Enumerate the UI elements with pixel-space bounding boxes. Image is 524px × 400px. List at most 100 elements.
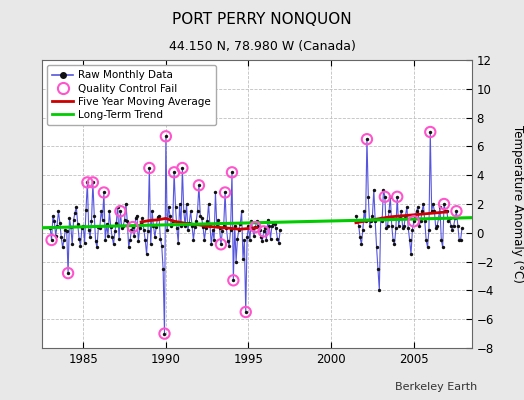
Point (145, 165, 154, 171)
Point (229, 277, 237, 284)
Point (110, 241, 118, 248)
Point (231, 222, 239, 229)
Point (421, 218, 429, 224)
Point (158, 242, 166, 249)
Point (82, 206, 90, 213)
Point (169, 218, 177, 224)
Point (152, 224, 160, 230)
Point (418, 208, 426, 214)
Point (57, 234, 66, 240)
Point (199, 224, 208, 230)
Point (114, 204, 122, 210)
Point (433, 222, 441, 229)
Point (187, 208, 195, 214)
Point (198, 215, 206, 222)
Point (384, 222, 392, 229)
Point (195, 182, 203, 188)
Point (121, 217, 129, 223)
Point (128, 224, 137, 230)
Point (174, 240, 182, 246)
Point (248, 225, 257, 232)
Point (456, 237, 465, 243)
Point (270, 221, 279, 227)
Point (116, 208, 125, 214)
Point (375, 287, 384, 294)
Point (412, 208, 421, 214)
Point (90, 212, 99, 219)
Point (222, 225, 231, 232)
Point (180, 208, 188, 214)
Point (123, 218, 132, 224)
Point (108, 234, 116, 240)
Point (251, 224, 259, 230)
Point (251, 224, 259, 230)
Point (239, 256, 247, 262)
Point (184, 227, 192, 233)
Point (264, 217, 272, 223)
Point (185, 220, 193, 226)
Point (458, 225, 466, 232)
Point (134, 238, 143, 245)
Point (130, 232, 138, 239)
Text: Berkeley Earth: Berkeley Earth (395, 382, 477, 392)
Point (272, 225, 280, 232)
Point (181, 222, 189, 229)
Point (211, 189, 220, 196)
Point (111, 228, 119, 234)
Point (133, 212, 141, 219)
Point (276, 227, 285, 233)
Point (64, 270, 72, 276)
Point (363, 136, 371, 142)
Point (196, 212, 204, 219)
Point (242, 309, 250, 315)
Point (99, 217, 107, 223)
Point (217, 241, 225, 248)
Point (89, 179, 97, 186)
Point (254, 222, 263, 229)
Point (233, 235, 242, 242)
Y-axis label: Temperature Anomaly (°C): Temperature Anomaly (°C) (510, 125, 523, 283)
Point (145, 165, 154, 171)
Point (396, 215, 404, 222)
Point (417, 218, 425, 224)
Point (262, 237, 270, 243)
Point (51, 232, 60, 239)
Point (68, 241, 77, 248)
Point (89, 179, 97, 186)
Point (119, 222, 127, 229)
Point (178, 165, 187, 171)
Point (261, 225, 269, 232)
Point (406, 237, 414, 243)
Text: PORT PERRY NONQUON: PORT PERRY NONQUON (172, 12, 352, 27)
Point (144, 228, 152, 234)
Point (64, 270, 72, 276)
Point (399, 225, 407, 232)
Point (439, 244, 447, 250)
Point (92, 238, 100, 245)
Point (371, 218, 379, 224)
Point (390, 241, 399, 248)
Point (401, 212, 410, 219)
Point (228, 169, 236, 176)
Point (455, 237, 463, 243)
Point (100, 189, 108, 196)
Point (408, 227, 417, 233)
Point (143, 251, 151, 258)
Point (269, 220, 278, 226)
Point (141, 237, 149, 243)
Point (358, 227, 367, 233)
Point (170, 169, 178, 176)
Point (203, 218, 211, 224)
Point (162, 133, 170, 140)
Point (49, 212, 57, 219)
Point (151, 234, 159, 240)
Point (105, 208, 114, 214)
Point (163, 227, 171, 233)
Point (220, 222, 228, 229)
Point (368, 212, 377, 219)
Point (235, 227, 243, 233)
Point (125, 244, 133, 250)
Point (448, 227, 456, 233)
Point (170, 169, 178, 176)
Point (86, 234, 94, 240)
